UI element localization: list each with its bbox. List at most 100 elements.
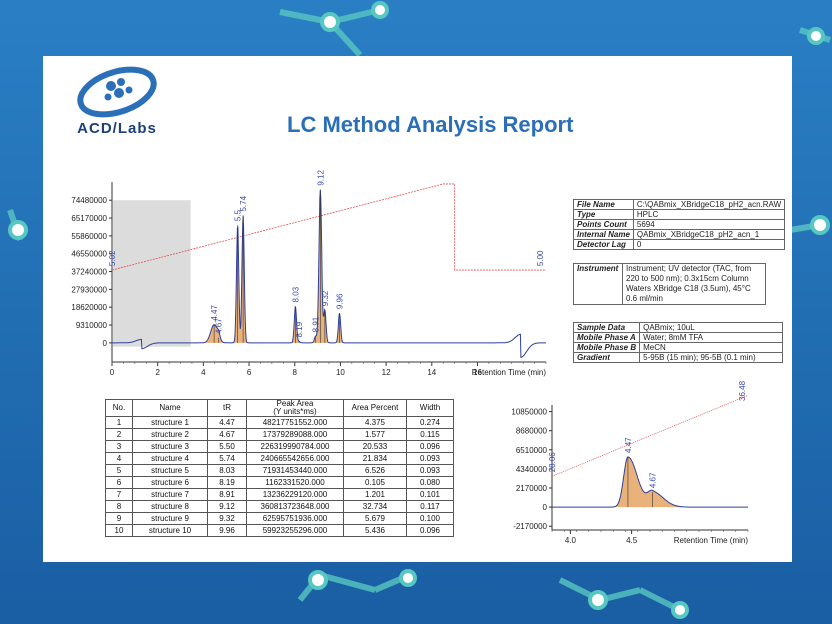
table-cell: structure 1	[132, 416, 208, 429]
y-tick-label: 0	[543, 503, 548, 512]
table-cell: 1	[105, 416, 133, 429]
table-cell: 0.093	[406, 464, 454, 477]
table-cell: 4.67	[207, 428, 247, 441]
y-tick-label: 18620000	[71, 303, 107, 312]
y-tick-label: 27930000	[71, 285, 107, 294]
x-tick-label: 12	[382, 368, 391, 377]
x-tick-label: 4	[201, 368, 206, 377]
file-info-row: File Name C:\QABmix_XBridgeC18_pH2_acn.RA…	[573, 199, 786, 210]
gradient-label: 5.02	[108, 250, 117, 266]
table-cell: 0.101	[406, 488, 454, 501]
peak-label: 9.96	[336, 293, 345, 309]
peak-table: No. Name tR Peak Area (Y units*ms) Area Perce…	[105, 399, 454, 537]
table-row: 2 structure 2 4.67 17379289088.000 1.577 0.11…	[105, 428, 454, 441]
table-cell: 4	[105, 452, 133, 465]
file-info-value: C:\QABmix_XBridgeC18_pH2_acn.RAW	[632, 199, 786, 210]
sample-info-value: 5-95B (15 min); 95-5B (0.1 min)	[639, 352, 784, 363]
file-info-value: 5694	[632, 219, 786, 230]
file-info-value: HPLC	[632, 209, 786, 220]
instrument-panel: Instrument Instrument; UV detector (TAC,…	[573, 263, 766, 305]
table-cell: 360813723648.000	[246, 500, 344, 513]
table-cell: 5.436	[343, 524, 407, 537]
table-cell: 240665542656.000	[246, 452, 344, 465]
table-cell: structure 4	[132, 452, 208, 465]
y-tick-label: 37240000	[71, 268, 107, 277]
table-cell: 0.105	[343, 476, 407, 489]
table-cell: 4.375	[343, 416, 407, 429]
table-cell: 48217751552.000	[246, 416, 344, 429]
y-tick-label: 2170000	[516, 484, 548, 493]
table-cell: 13236229120.000	[246, 488, 344, 501]
table-cell: 5.679	[343, 512, 407, 525]
table-cell: 9.96	[207, 524, 247, 537]
file-info-label: Points Count	[573, 219, 634, 230]
table-cell: 1.577	[343, 428, 407, 441]
sample-info-panel: Sample Data QABmix; 10uL Mobile Phase A Wat…	[572, 322, 784, 363]
gradient-line	[551, 394, 749, 477]
sample-info-row: Mobile Phase A Water; 8mM TFA	[572, 332, 784, 343]
instrument-label: Instrument	[573, 263, 623, 305]
table-cell: 8.91	[207, 488, 247, 501]
table-header-cell: Width	[406, 399, 454, 417]
sample-info-label: Mobile Phase A	[572, 332, 641, 343]
peak-label: 4.67	[648, 472, 657, 488]
table-cell: 1.201	[343, 488, 407, 501]
table-header-cell: tR	[207, 399, 247, 417]
shaded-region	[113, 200, 191, 347]
gradient-line	[111, 183, 546, 271]
y-tick-label: 0	[103, 339, 108, 348]
table-cell: 8	[105, 500, 133, 513]
table-cell: structure 5	[132, 464, 208, 477]
table-row: 5 structure 5 8.03 71931453440.000 6.526 0.09…	[105, 464, 454, 477]
table-cell: 2	[105, 428, 133, 441]
table-cell: 17379289088.000	[246, 428, 344, 441]
y-tick-label: 55860000	[71, 232, 107, 241]
x-axis-label: Retention Time (min)	[674, 536, 749, 545]
x-tick-label: 8	[293, 368, 298, 377]
table-cell: 62595751936.000	[246, 512, 344, 525]
x-tick-label: 6	[247, 368, 252, 377]
table-row: 8 structure 8 9.12 360813723648.000 32.734 0.…	[105, 500, 454, 513]
table-cell: 9	[105, 512, 133, 525]
file-info-label: Detector Lag	[573, 239, 634, 250]
instrument-value: Instrument; UV detector (TAC, from 220 t…	[622, 263, 766, 305]
table-cell: 0.096	[406, 440, 454, 453]
x-tick-label: 10	[336, 368, 345, 377]
peak-label: 9.32	[321, 290, 330, 306]
peak-area	[321, 254, 329, 343]
file-info-row: Detector Lag 0	[573, 239, 786, 250]
table-cell: 21.834	[343, 452, 407, 465]
brand-name: ACD/Labs	[77, 120, 157, 137]
table-cell: structure 10	[132, 524, 208, 537]
table-cell: 71931453440.000	[246, 464, 344, 477]
x-axis-label: Retention Time (min)	[472, 368, 547, 377]
table-cell: 7	[105, 488, 133, 501]
y-tick-label: 65170000	[71, 214, 107, 223]
table-cell: 20.533	[343, 440, 407, 453]
file-info-label: Internal Name	[573, 229, 634, 240]
table-cell: 0.100	[406, 512, 454, 525]
peak-label: 4.47	[624, 437, 633, 453]
peak-label: 9.12	[316, 170, 325, 186]
table-row: 1 structure 1 4.47 48217751552.000 4.375 0.27…	[105, 416, 454, 429]
report-title: LC Method Analysis Report	[287, 112, 574, 137]
file-info-value: 0	[632, 239, 786, 250]
sample-info-value: MeCN	[639, 342, 784, 353]
table-cell: 3	[105, 440, 133, 453]
table-cell: structure 2	[132, 428, 208, 441]
table-cell: 4.47	[207, 416, 247, 429]
table-cell: structure 9	[132, 512, 208, 525]
x-tick-label: 16	[473, 368, 482, 377]
table-cell: 9.32	[207, 512, 247, 525]
y-tick-label: 10850000	[511, 408, 547, 417]
file-info-label: File Name	[573, 199, 634, 210]
table-cell: 5.74	[207, 452, 247, 465]
table-cell: 0.115	[406, 428, 454, 441]
y-tick-label: 46550000	[71, 250, 107, 259]
table-header-cell: Peak Area (Y units*ms)	[246, 399, 344, 417]
table-cell: 0.093	[406, 452, 454, 465]
table-cell: 1162331520.000	[246, 476, 344, 489]
table-cell: 226319990784.000	[246, 440, 344, 453]
y-tick-label: 6510000	[516, 446, 548, 455]
